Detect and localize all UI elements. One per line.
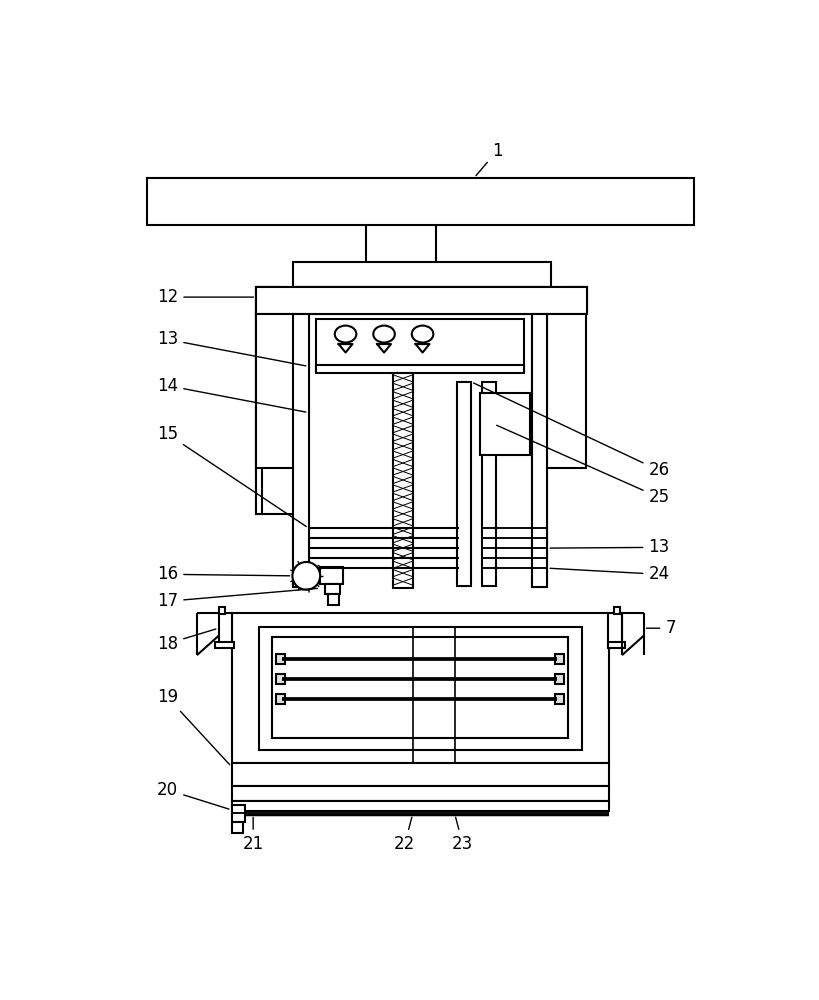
Bar [293,314,308,587]
Bar [480,393,530,455]
Bar [256,314,262,514]
Text: 7: 7 [645,619,675,637]
Bar [256,287,586,314]
Bar [293,262,550,287]
Bar [256,287,279,314]
Bar [231,613,609,763]
Bar [218,613,232,644]
Bar [232,822,243,833]
Ellipse shape [334,326,356,343]
Bar [256,314,294,514]
Text: 1: 1 [475,142,502,176]
Bar [532,314,546,587]
Bar [393,373,412,588]
Bar [608,613,622,644]
Bar [215,642,233,648]
Bar [546,314,585,468]
Polygon shape [197,613,218,655]
Bar [256,314,294,468]
Bar [554,694,563,704]
Bar [231,805,245,822]
Polygon shape [415,344,429,353]
Bar [457,382,470,586]
Text: 26: 26 [473,383,668,479]
Bar [276,654,285,664]
Bar [482,382,495,586]
Text: 19: 19 [157,688,229,765]
Bar [319,567,343,584]
Polygon shape [338,344,352,353]
Bar [293,314,308,587]
Text: 23: 23 [451,817,473,853]
Polygon shape [377,344,391,353]
Bar [608,642,624,648]
Text: 22: 22 [394,817,415,853]
Ellipse shape [373,326,395,343]
Bar [613,607,620,614]
Bar [276,674,285,684]
Text: 20: 20 [157,781,229,809]
Bar [258,627,581,750]
Text: 25: 25 [496,425,668,506]
Bar [554,674,563,684]
Text: 13: 13 [157,330,305,366]
Bar [532,314,546,587]
Ellipse shape [411,326,432,343]
Text: 17: 17 [157,588,317,610]
Text: 16: 16 [157,565,289,583]
Circle shape [292,562,319,590]
Bar [276,694,285,704]
Bar [231,786,609,801]
Bar [316,319,523,371]
Text: 13: 13 [550,538,669,556]
Bar [554,654,563,664]
Bar [231,763,609,786]
Bar [147,178,693,225]
Text: 21: 21 [242,817,264,853]
Bar [256,287,586,314]
Bar [231,801,609,811]
Bar [218,607,224,614]
Bar [328,594,338,605]
Bar [272,637,568,738]
Bar [563,287,586,314]
Text: 12: 12 [157,288,253,306]
Bar [324,584,340,594]
Bar [316,365,523,373]
Text: 18: 18 [157,629,215,653]
Polygon shape [622,613,643,655]
Text: 24: 24 [550,565,668,583]
Text: 15: 15 [157,425,306,527]
Text: 14: 14 [157,377,305,412]
